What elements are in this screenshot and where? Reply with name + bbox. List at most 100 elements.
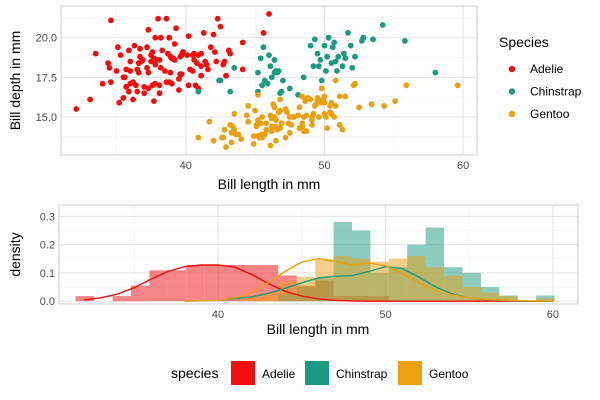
scatter-point-adelie (113, 68, 120, 74)
scatter-point-adelie (127, 68, 134, 74)
histogram-bar-gentoo (407, 255, 426, 302)
scatter-point-chinstrap (432, 69, 439, 76)
scatter-point-chinstrap (307, 42, 314, 49)
scatter-point-adelie (239, 39, 246, 46)
x-tick-label: 60 (457, 160, 469, 172)
scatter-point-adelie (117, 52, 124, 58)
legend-key-adelie (231, 361, 255, 385)
x-tick-label: 50 (379, 309, 391, 321)
scatter-point-gentoo (243, 112, 250, 119)
histogram-bar-gentoo (425, 267, 444, 302)
scatter-point-chinstrap (325, 34, 332, 41)
scatter-point-gentoo (263, 120, 270, 127)
scatter-point-chinstrap (271, 57, 278, 63)
scatter-point-gentoo (307, 96, 314, 103)
histogram-bar-gentoo (370, 261, 389, 302)
scatter-point-gentoo (255, 91, 261, 98)
scatter-point-gentoo (277, 107, 283, 114)
scatter-point-adelie (266, 11, 272, 17)
scatter-point-adelie (178, 71, 185, 78)
scatter-point-chinstrap (323, 68, 329, 74)
scatter-point-chinstrap (231, 64, 238, 71)
scatter-point-chinstrap (310, 63, 317, 70)
scatter-point-adelie (116, 99, 123, 106)
scatter-point-gentoo (332, 77, 339, 84)
legend-key-gentoo (508, 110, 516, 118)
scatter-point-chinstrap (259, 82, 265, 89)
scatter-point-gentoo (310, 110, 317, 117)
scatter-point-adelie (180, 49, 186, 55)
scatter-point-chinstrap (339, 63, 346, 70)
scatter-point-gentoo (231, 126, 238, 133)
legend-label-gentoo: Gentoo (530, 107, 570, 121)
scatter-point-adelie (163, 15, 170, 22)
histogram-bar-gentoo (536, 298, 555, 302)
scatter-point-gentoo (210, 137, 217, 144)
scatter-point-adelie (194, 60, 200, 66)
legend-key-adelie (508, 65, 516, 73)
scatter-point-chinstrap (268, 74, 275, 81)
scatter-point-chinstrap (341, 50, 347, 57)
scatter-point-chinstrap (227, 88, 234, 95)
scatter-point-gentoo (368, 101, 375, 108)
scatter-point-gentoo (295, 112, 301, 119)
scatter-point-chinstrap (345, 30, 351, 36)
scatter-point-adelie (203, 61, 210, 68)
scatter-point-gentoo (403, 82, 410, 89)
scatter-point-adelie (134, 88, 141, 95)
scatter-point-adelie (198, 72, 205, 79)
scatter-point-gentoo (245, 118, 252, 125)
scatter-point-gentoo (263, 126, 270, 133)
scatter-point-gentoo (277, 96, 283, 103)
scatter-point-chinstrap (280, 77, 286, 84)
scatter-point-adelie (108, 17, 114, 24)
scatter-point-chinstrap (217, 77, 224, 84)
scatter-point-gentoo (268, 128, 275, 135)
scatter-point-gentoo (299, 120, 306, 127)
y-tick-label: 0.1 (40, 268, 55, 280)
x-axis-title: Bill length in mm (267, 321, 370, 337)
scatter-point-adelie (213, 58, 220, 65)
legend-title: species (171, 365, 218, 381)
scatter-point-adelie (210, 31, 217, 38)
scatter-point-chinstrap (316, 63, 322, 70)
histogram-bar-gentoo (333, 255, 352, 302)
scatter-point-chinstrap (324, 53, 331, 60)
scatter-point-adelie (207, 44, 214, 51)
histogram-bar-adelie (223, 265, 242, 302)
scatter-point-gentoo (278, 120, 285, 127)
scatter-point-adelie (144, 44, 150, 51)
scatter-point-adelie (135, 69, 142, 76)
scatter-point-adelie (127, 58, 134, 65)
scatter-point-adelie (115, 44, 121, 51)
legend-label-adelie: Adelie (530, 62, 564, 76)
scatter-point-gentoo (381, 103, 387, 109)
scatter-point-adelie (185, 33, 192, 39)
scatter-panel: 40 50 60 15.0 17.5 20.0 Bill length in mm Bill … (7, 5, 478, 192)
histogram-bar-adelie (241, 265, 260, 302)
histogram-bar-adelie (112, 296, 131, 302)
scatter-point-adelie (217, 23, 224, 30)
scatter-point-adelie (227, 50, 234, 57)
scatter-point-gentoo (223, 144, 229, 151)
scatter-point-chinstrap (334, 68, 340, 74)
scatter-point-adelie (223, 72, 229, 79)
scatter-point-gentoo (273, 137, 279, 144)
scatter-point-gentoo (261, 131, 268, 138)
scatter-point-adelie (171, 57, 178, 63)
scatter-point-adelie (189, 68, 196, 74)
scatter-point-chinstrap (318, 77, 325, 84)
y-tick-label: 20.0 (36, 33, 57, 45)
legend-label-chinstrap: Chinstrap (336, 367, 388, 381)
y-tick-label: 17.5 (36, 72, 57, 84)
histogram-bar-gentoo (444, 275, 463, 302)
histogram-bar-gentoo (388, 258, 408, 302)
scatter-point-gentoo (250, 141, 257, 147)
legend-label-gentoo: Gentoo (429, 367, 469, 381)
scatter-point-adelie (152, 61, 159, 68)
legend-label-adelie: Adelie (262, 367, 296, 381)
histogram-legend: species Adelie Chinstrap Gentoo (171, 361, 469, 385)
scatter-point-adelie (159, 47, 166, 54)
scatter-point-adelie (137, 45, 143, 52)
scatter-point-adelie (212, 49, 218, 55)
